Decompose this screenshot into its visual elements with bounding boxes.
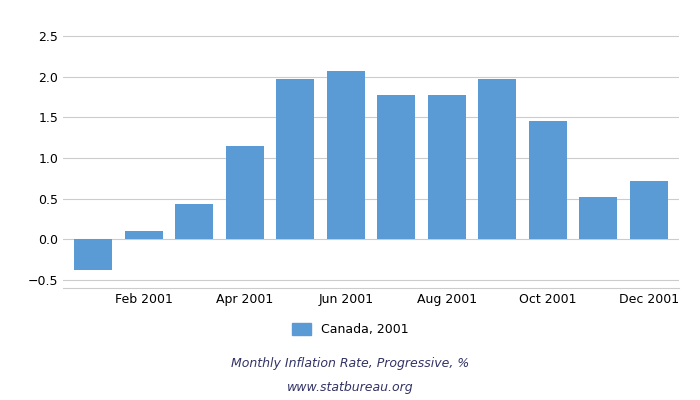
Bar (175, 204, 214, 239)
Text: www.statbureau.org: www.statbureau.org (287, 382, 413, 394)
Bar (528, 122, 567, 239)
Bar (74, 239, 112, 270)
Text: Monthly Inflation Rate, Progressive, %: Monthly Inflation Rate, Progressive, % (231, 358, 469, 370)
Bar (377, 96, 415, 239)
Bar (630, 181, 668, 239)
Bar (580, 197, 617, 239)
Bar (428, 96, 466, 239)
Bar (276, 79, 314, 239)
Bar (478, 79, 516, 239)
Legend: Canada, 2001: Canada, 2001 (287, 318, 413, 341)
Bar (226, 146, 264, 239)
Bar (327, 71, 365, 239)
Bar (125, 231, 162, 239)
